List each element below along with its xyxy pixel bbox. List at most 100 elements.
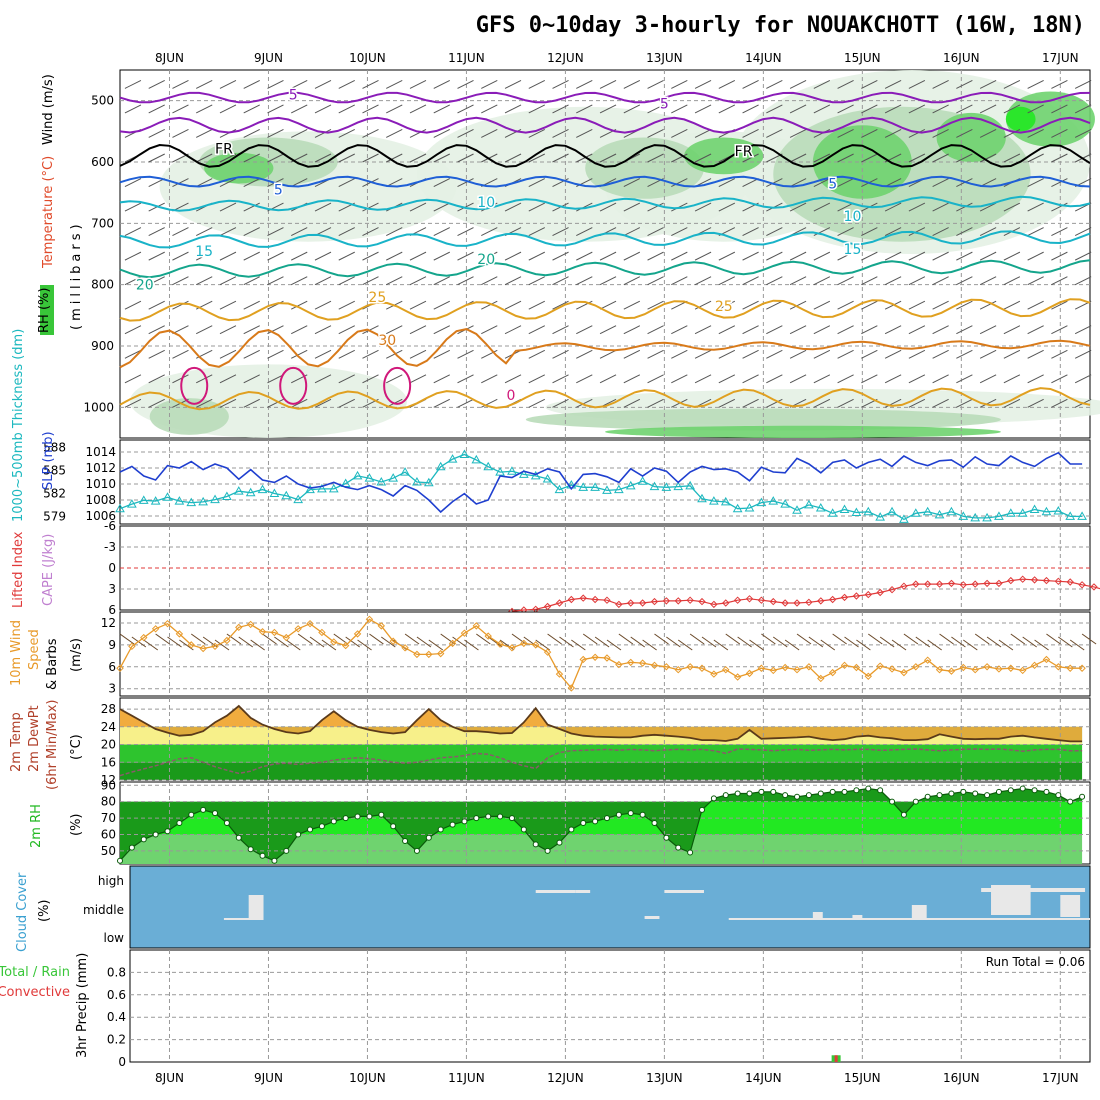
precip-panel: 0 0.2 0.4 0.6 0.8 Run Total = 0.06 3hr Preci… <box>0 949 1091 1069</box>
wind-barb <box>813 153 831 163</box>
wind-barb <box>362 104 379 114</box>
wind-barb <box>1051 153 1068 163</box>
wind-barb <box>267 79 284 89</box>
wind-barb <box>243 79 260 89</box>
wind-barb <box>932 202 949 212</box>
wind-barb <box>956 300 973 310</box>
wind-barb <box>511 633 527 645</box>
wind-speed-point <box>235 623 243 632</box>
wind-barb <box>623 276 641 286</box>
wind-barb <box>1003 153 1021 163</box>
bottom-date-label: 16JUN <box>943 1071 980 1085</box>
thickness-point <box>863 506 874 516</box>
wind-speed-point <box>128 642 136 651</box>
wind-barb <box>813 276 831 286</box>
y-tick-label: 3 <box>108 582 116 596</box>
y-tick-label: 16 <box>101 755 116 769</box>
wind-barb <box>908 104 926 114</box>
wind-barb <box>172 79 189 89</box>
wind-barb <box>599 202 617 212</box>
wind-speed-point <box>733 673 742 681</box>
isotherm-label: 20 <box>477 252 495 268</box>
wind-barb <box>908 374 926 384</box>
isotherm-label: 5 <box>660 97 669 113</box>
wind-barb <box>409 325 427 335</box>
wind-barb <box>552 325 569 335</box>
wind-barb <box>528 79 546 89</box>
y-tick-label: 6 <box>108 660 116 674</box>
top-date-label: 10JUN <box>349 51 386 65</box>
wind-barb <box>481 227 498 237</box>
lifted-index-point <box>710 600 718 609</box>
lifted-index-point <box>1054 577 1063 586</box>
wind-barb <box>742 129 759 138</box>
lifted-index-line <box>511 578 1100 612</box>
wind-barb <box>291 398 308 408</box>
wind-barb <box>979 398 997 408</box>
wind-barb <box>772 636 788 648</box>
rh-point <box>889 798 896 805</box>
wind-panel: 3 6 9 12 10m Wind Speed & Barbs (m/s) <box>9 611 1097 697</box>
wind-barb <box>409 251 427 261</box>
wind-speed-point <box>781 663 789 672</box>
lifted-index-point <box>722 599 730 607</box>
wind-speed-point <box>852 663 861 672</box>
temperature-ticks: 12 16 20 24 28 <box>101 702 116 787</box>
wind-barb <box>226 633 242 645</box>
rh-legend-swatch <box>40 285 54 335</box>
rh-point <box>1043 788 1050 795</box>
temperature-isotherms <box>119 91 1091 411</box>
wind-barb <box>297 633 313 645</box>
wind-barb <box>172 349 189 359</box>
lifted-index-point <box>912 580 920 588</box>
wind-speed-point <box>793 665 801 674</box>
isotherm-line <box>119 143 1091 168</box>
slp-axis-label: SLP (mb) <box>41 431 56 490</box>
wind-barb <box>457 153 474 163</box>
rh2m-axis-label: 2m RH <box>29 804 44 848</box>
wind-speed-point <box>1042 655 1051 664</box>
rh-point <box>603 815 610 822</box>
wind-barb <box>713 639 729 651</box>
isotherm-label: FR <box>735 144 753 160</box>
rh-point <box>984 792 991 799</box>
wind-barb <box>986 636 1002 648</box>
wind-barb <box>718 178 736 187</box>
wind-barb <box>808 636 824 648</box>
lifted-index-point <box>1018 575 1027 583</box>
wind-barb <box>267 276 284 286</box>
wind-speed-point <box>935 665 944 674</box>
wind-barb <box>314 398 332 408</box>
thickness-point <box>780 499 791 508</box>
bottom-date-label: 14JUN <box>745 1071 782 1085</box>
wind-barb <box>528 227 546 237</box>
wind-barb <box>647 374 664 384</box>
wind-barb <box>314 153 332 163</box>
wind-barb <box>291 178 308 187</box>
wind-barb <box>694 104 712 114</box>
wind-barb <box>481 398 498 408</box>
bottom-date-label: 12JUN <box>547 1071 584 1085</box>
wind-barb <box>861 79 878 89</box>
wind-barb <box>267 398 284 408</box>
isotherm-line <box>119 91 1091 104</box>
wind-barb <box>766 104 783 114</box>
y-tick-label: 579 <box>43 509 66 523</box>
wind-barb <box>528 300 546 310</box>
wind-speed-point <box>959 663 968 672</box>
wind-barb <box>504 202 522 212</box>
thickness-point <box>162 492 173 501</box>
wind-barb <box>124 276 142 286</box>
wind-barb <box>837 129 854 138</box>
wind-barb <box>884 227 902 237</box>
wind-barb <box>433 79 450 89</box>
wind-barb <box>718 276 736 286</box>
rh-point <box>1079 793 1086 800</box>
rh-point <box>330 818 337 825</box>
wind-barb <box>291 325 308 335</box>
wind-barb <box>386 374 403 384</box>
wind-barb <box>386 227 403 237</box>
lifted-index-point <box>817 597 825 605</box>
top-date-label: 12JUN <box>547 51 584 65</box>
wind-barb <box>789 276 807 286</box>
